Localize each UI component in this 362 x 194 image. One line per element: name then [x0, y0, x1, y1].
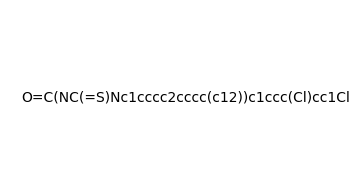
- Text: O=C(NC(=S)Nc1cccc2cccc(c12))c1ccc(Cl)cc1Cl: O=C(NC(=S)Nc1cccc2cccc(c12))c1ccc(Cl)cc1…: [21, 91, 350, 105]
